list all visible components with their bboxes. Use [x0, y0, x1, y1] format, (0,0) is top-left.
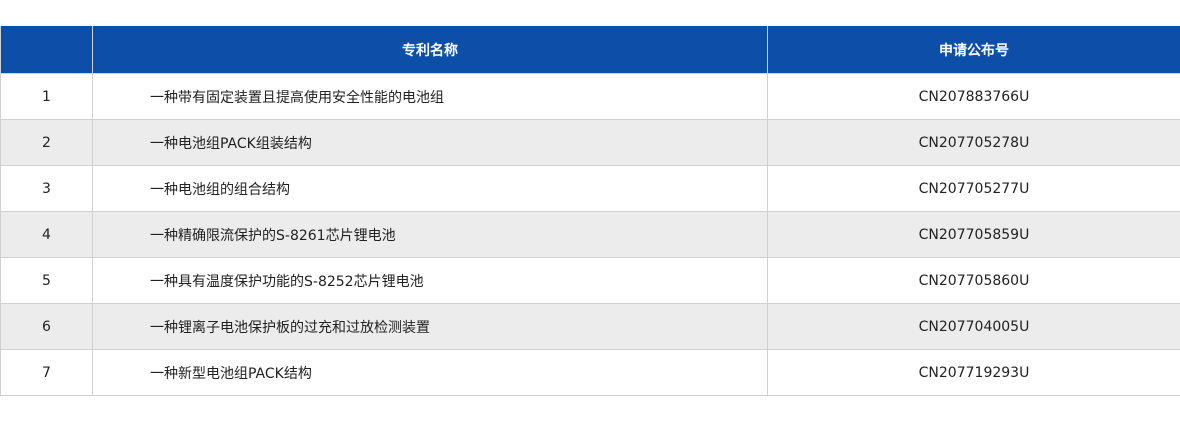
publication-number: CN207719293U — [767, 349, 1180, 396]
publication-number: CN207705278U — [767, 119, 1180, 166]
header-patent-name: 专利名称 — [92, 26, 768, 74]
table-row: 4 一种精确限流保护的S-8261芯片锂电池 CN207705859U — [0, 211, 1180, 258]
table-row: 7 一种新型电池组PACK结构 CN207719293U — [0, 349, 1180, 396]
table-row: 5 一种具有温度保护功能的S-8252芯片锂电池 CN207705860U — [0, 257, 1180, 304]
header-publication-number: 申请公布号 — [767, 26, 1180, 74]
row-index: 6 — [0, 303, 93, 350]
patent-name: 一种精确限流保护的S-8261芯片锂电池 — [92, 211, 768, 258]
patent-table: 专利名称 申请公布号 1 一种带有固定装置且提高使用安全性能的电池组 CN20788… — [0, 26, 1180, 396]
row-index: 3 — [0, 165, 93, 212]
table-row: 2 一种电池组PACK组装结构 CN207705278U — [0, 119, 1180, 166]
publication-number: CN207704005U — [767, 303, 1180, 350]
publication-number: CN207705277U — [767, 165, 1180, 212]
header-index — [0, 26, 93, 74]
table-header-row: 专利名称 申请公布号 — [0, 26, 1180, 74]
patent-name: 一种电池组PACK组装结构 — [92, 119, 768, 166]
patent-name: 一种具有温度保护功能的S-8252芯片锂电池 — [92, 257, 768, 304]
patent-name: 一种锂离子电池保护板的过充和过放检测装置 — [92, 303, 768, 350]
table-row: 3 一种电池组的组合结构 CN207705277U — [0, 165, 1180, 212]
publication-number: CN207705860U — [767, 257, 1180, 304]
row-index: 1 — [0, 73, 93, 120]
row-index: 4 — [0, 211, 93, 258]
row-index: 7 — [0, 349, 93, 396]
table-row: 6 一种锂离子电池保护板的过充和过放检测装置 CN207704005U — [0, 303, 1180, 350]
row-index: 5 — [0, 257, 93, 304]
publication-number: CN207883766U — [767, 73, 1180, 120]
patent-name: 一种电池组的组合结构 — [92, 165, 768, 212]
patent-name: 一种带有固定装置且提高使用安全性能的电池组 — [92, 73, 768, 120]
publication-number: CN207705859U — [767, 211, 1180, 258]
row-index: 2 — [0, 119, 93, 166]
table-row: 1 一种带有固定装置且提高使用安全性能的电池组 CN207883766U — [0, 73, 1180, 120]
patent-name: 一种新型电池组PACK结构 — [92, 349, 768, 396]
